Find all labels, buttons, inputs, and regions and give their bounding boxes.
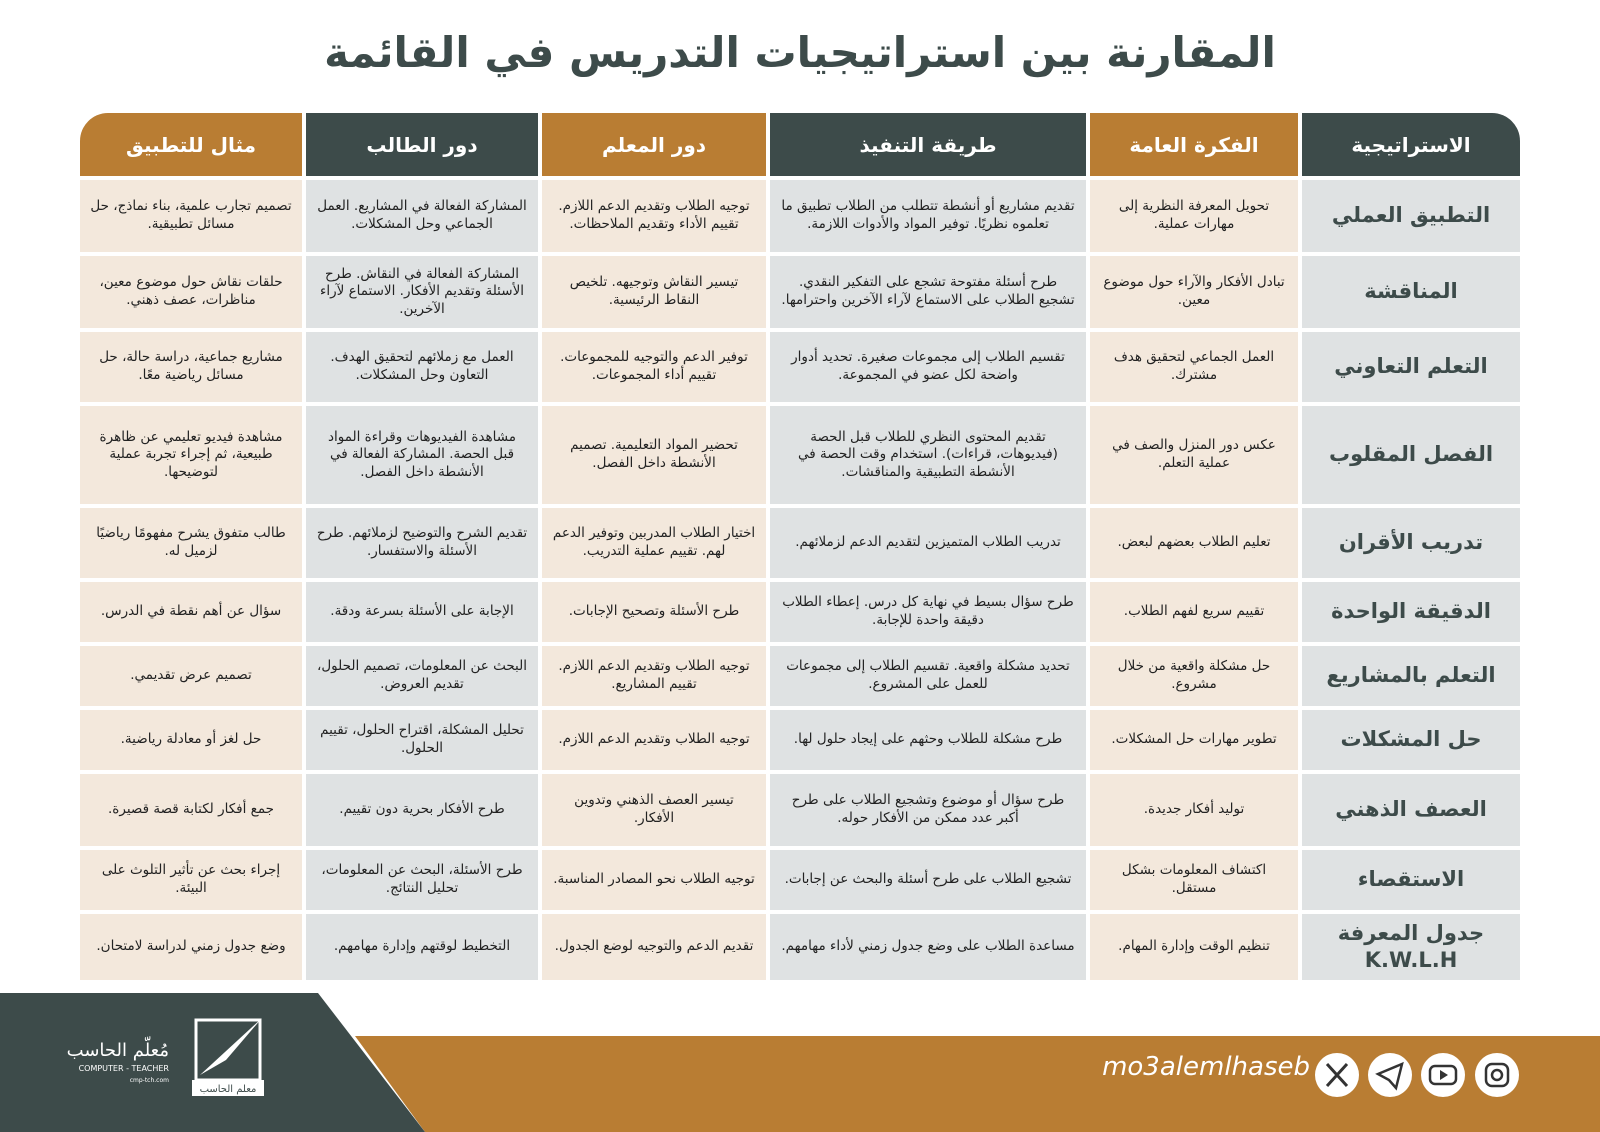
table-cell: طالب متفوق يشرح مفهومًا رياضيًا لزميل له… bbox=[80, 508, 302, 578]
table-cell: اكتشاف المعلومات بشكل مستقل. bbox=[1090, 850, 1298, 910]
brand-website: cmp-tch.com bbox=[130, 1077, 169, 1084]
table-cell: مشاهدة فيديو تعليمي عن ظاهرة طبيعية، ثم … bbox=[80, 406, 302, 504]
instagram-glyph bbox=[1484, 1062, 1510, 1088]
orange-band bbox=[355, 1036, 1600, 1132]
table-cell: تحضير المواد التعليمية. تصميم الأنشطة دا… bbox=[542, 406, 766, 504]
logo-label: معلم الحاسب bbox=[200, 1084, 257, 1095]
table-cell: المشاركة الفعالة في المشاريع. العمل الجم… bbox=[306, 180, 538, 252]
table-cell: تيسير النقاش وتوجيهه. تلخيص النقاط الرئي… bbox=[542, 256, 766, 328]
x-icon[interactable] bbox=[1315, 1053, 1359, 1097]
strategy-name: التعلم بالمشاريع bbox=[1302, 646, 1520, 706]
table-cell: تقييم سريع لفهم الطلاب. bbox=[1090, 582, 1298, 642]
table-cell: التخطيط لوقتهم وإدارة مهامهم. bbox=[306, 914, 538, 980]
table-cell: تشجيع الطلاب على طرح أسئلة والبحث عن إجا… bbox=[770, 850, 1086, 910]
table-cell: البحث عن المعلومات، تصميم الحلول، تقديم … bbox=[306, 646, 538, 706]
table-cell: تقديم الدعم والتوجيه لوضع الجدول. bbox=[542, 914, 766, 980]
logo-plate bbox=[192, 1080, 264, 1096]
table-cell: وضع جدول زمني لدراسة لامتحان. bbox=[80, 914, 302, 980]
strategy-name: التطبيق العملي bbox=[1302, 180, 1520, 252]
table-cell: تحويل المعرفة النظرية إلى مهارات عملية. bbox=[1090, 180, 1298, 252]
table-cell: حل مشكلة واقعية من خلال مشروع. bbox=[1090, 646, 1298, 706]
table-cell: جمع أفكار لكتابة قصة قصيرة. bbox=[80, 774, 302, 846]
strategy-name: الدقيقة الواحدة bbox=[1302, 582, 1520, 642]
page-title: المقارنة بين استراتيجيات التدريس في القا… bbox=[324, 28, 1276, 77]
table-cell: العمل الجماعي لتحقيق هدف مشترك. bbox=[1090, 332, 1298, 402]
table-cell: مساعدة الطلاب على وضع جدول زمني لأداء مه… bbox=[770, 914, 1086, 980]
column-header: طريقة التنفيذ bbox=[770, 113, 1086, 176]
table-cell: توليد أفكار جديدة. bbox=[1090, 774, 1298, 846]
table-cell: الإجابة على الأسئلة بسرعة ودقة. bbox=[306, 582, 538, 642]
youtube-glyph bbox=[1428, 1064, 1458, 1086]
brand-english: COMPUTER - TEACHER bbox=[79, 1064, 170, 1073]
logo-box bbox=[194, 1018, 262, 1082]
table-cell: طرح الأسئلة وتصحيح الإجابات. bbox=[542, 582, 766, 642]
table-cell: حل لغز أو معادلة رياضية. bbox=[80, 710, 302, 770]
column-header: الاستراتيجية bbox=[1302, 113, 1520, 176]
table-cell: تصميم عرض تقديمي. bbox=[80, 646, 302, 706]
column-header: دور الطالب bbox=[306, 113, 538, 176]
table-cell: تحليل المشكلة، اقتراح الحلول، تقييم الحل… bbox=[306, 710, 538, 770]
social-handle: mo3alemlhaseb bbox=[1102, 1052, 1310, 1082]
table-cell: اختيار الطلاب المدربين وتوفير الدعم لهم.… bbox=[542, 508, 766, 578]
youtube-icon[interactable] bbox=[1421, 1053, 1465, 1097]
brand-arabic: مُعلّم الحاسب bbox=[67, 1036, 169, 1061]
table-cell: تيسير العصف الذهني وتدوين الأفكار. bbox=[542, 774, 766, 846]
table-cell: توجيه الطلاب وتقديم الدعم اللازم. bbox=[542, 710, 766, 770]
column-header: مثال للتطبيق bbox=[80, 113, 302, 176]
strategy-name: جدول المعرفة K.W.L.H bbox=[1302, 914, 1520, 980]
table-cell: تقديم مشاريع أو أنشطة تتطلب من الطلاب تط… bbox=[770, 180, 1086, 252]
table-cell: طرح مشكلة للطلاب وحثهم على إيجاد حلول له… bbox=[770, 710, 1086, 770]
table-cell: تدريب الطلاب المتميزين لتقديم الدعم لزمل… bbox=[770, 508, 1086, 578]
table-cell: تقديم المحتوى النظري للطلاب قبل الحصة (ف… bbox=[770, 406, 1086, 504]
table-cell: حلقات نقاش حول موضوع معين، مناظرات، عصف … bbox=[80, 256, 302, 328]
table-cell: تصميم تجارب علمية، بناء نماذج، حل مسائل … bbox=[80, 180, 302, 252]
telegram-icon[interactable] bbox=[1368, 1053, 1412, 1097]
table-cell: طرح الأفكار بحرية دون تقييم. bbox=[306, 774, 538, 846]
table-cell: تنظيم الوقت وإدارة المهام. bbox=[1090, 914, 1298, 980]
table-cell: مشاريع جماعية، دراسة حالة، حل مسائل رياض… bbox=[80, 332, 302, 402]
table-cell: توجيه الطلاب وتقديم الدعم اللازم. تقييم … bbox=[542, 646, 766, 706]
strategy-name: التعلم التعاوني bbox=[1302, 332, 1520, 402]
table-cell: طرح سؤال بسيط في نهاية كل درس. إعطاء الط… bbox=[770, 582, 1086, 642]
table-cell: توفير الدعم والتوجيه للمجموعات. تقييم أد… bbox=[542, 332, 766, 402]
table-cell: تقسيم الطلاب إلى مجموعات صغيرة. تحديد أد… bbox=[770, 332, 1086, 402]
logo-pen bbox=[200, 1018, 262, 1075]
dark-panel bbox=[0, 993, 425, 1132]
table-cell: تبادل الأفكار والآراء حول موضوع معين. bbox=[1090, 256, 1298, 328]
table-cell: إجراء بحث عن تأثير التلوث على البيئة. bbox=[80, 850, 302, 910]
instagram-icon[interactable] bbox=[1475, 1053, 1519, 1097]
telegram-glyph bbox=[1375, 1061, 1404, 1091]
table-cell: عكس دور المنزل والصف في عملية التعلم. bbox=[1090, 406, 1298, 504]
table-cell: طرح الأسئلة، البحث عن المعلومات، تحليل ا… bbox=[306, 850, 538, 910]
strategy-name: الفصل المقلوب bbox=[1302, 406, 1520, 504]
strategy-name: حل المشكلات bbox=[1302, 710, 1520, 770]
table-cell: العمل مع زملائهم لتحقيق الهدف. التعاون و… bbox=[306, 332, 538, 402]
table-cell: تطوير مهارات حل المشكلات. bbox=[1090, 710, 1298, 770]
table-cell: تقديم الشرح والتوضيح لزملائهم. طرح الأسئ… bbox=[306, 508, 538, 578]
table-cell: توجيه الطلاب نحو المصادر المناسبة. bbox=[542, 850, 766, 910]
x-glyph bbox=[1325, 1062, 1349, 1088]
strategy-name: الاستقصاء bbox=[1302, 850, 1520, 910]
column-header: الفكرة العامة bbox=[1090, 113, 1298, 176]
strategy-name: تدريب الأقران bbox=[1302, 508, 1520, 578]
youtube-play bbox=[1440, 1070, 1448, 1080]
column-header: دور المعلم bbox=[542, 113, 766, 176]
comparison-table: الاستراتيجية الفكرة العامة طريقة التنفيذ دو… bbox=[80, 113, 1520, 980]
table-cell: سؤال عن أهم نقطة في الدرس. bbox=[80, 582, 302, 642]
table-cell: تحديد مشكلة واقعية. تقسيم الطلاب إلى مجم… bbox=[770, 646, 1086, 706]
social-icons bbox=[1315, 1053, 1519, 1097]
table-cell: توجيه الطلاب وتقديم الدعم اللازم. تقييم … bbox=[542, 180, 766, 252]
table-cell: طرح أسئلة مفتوحة تشجع على التفكير النقدي… bbox=[770, 256, 1086, 328]
strategy-name: المناقشة bbox=[1302, 256, 1520, 328]
strategy-name: العصف الذهني bbox=[1302, 774, 1520, 846]
instagram-lens bbox=[1490, 1068, 1504, 1082]
table-cell: تعليم الطلاب بعضهم لبعض. bbox=[1090, 508, 1298, 578]
table-cell: المشاركة الفعالة في النقاش. طرح الأسئلة … bbox=[306, 256, 538, 328]
table-cell: طرح سؤال أو موضوع وتشجيع الطلاب على طرح … bbox=[770, 774, 1086, 846]
table-cell: مشاهدة الفيديوهات وقراءة المواد قبل الحص… bbox=[306, 406, 538, 504]
